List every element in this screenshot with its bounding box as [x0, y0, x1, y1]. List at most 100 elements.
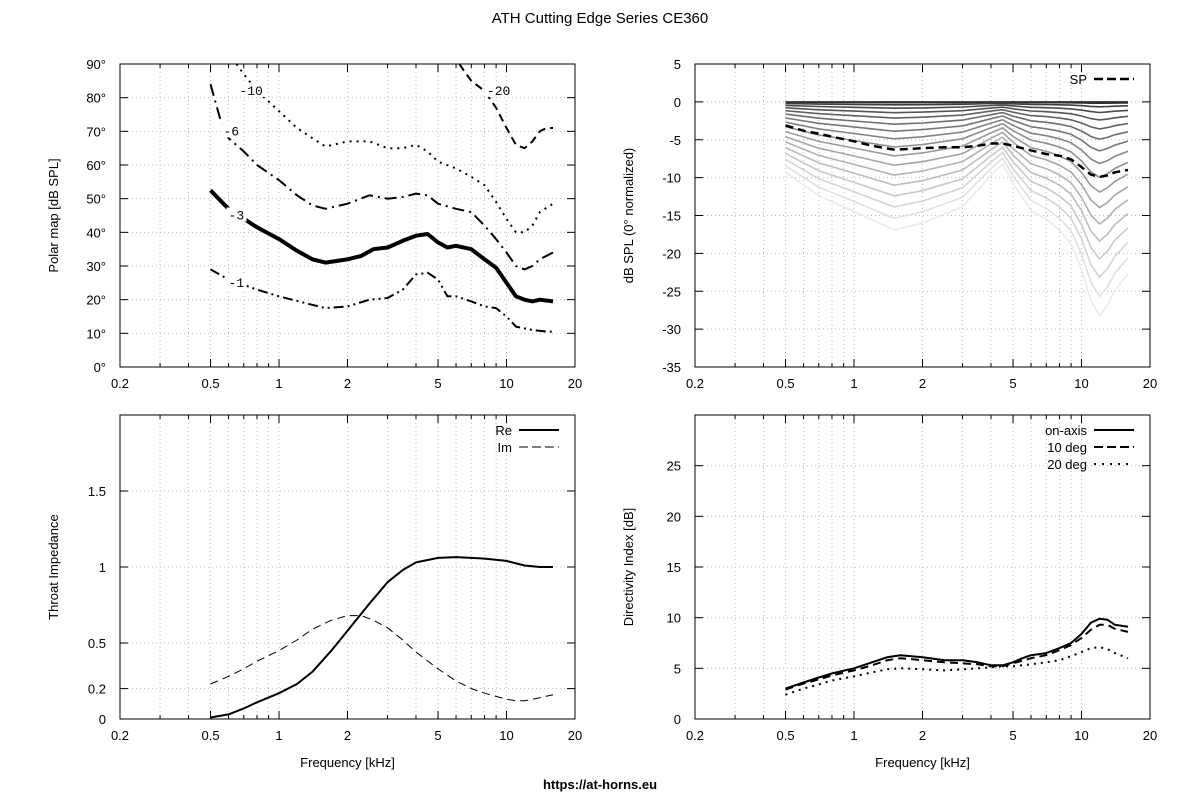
y-tick-label: 80°	[86, 91, 106, 106]
plot-frame	[694, 63, 1151, 368]
contour-label-background	[226, 274, 247, 289]
x-tick-label: 2	[919, 728, 926, 743]
x-tick-label: 0.5	[201, 728, 219, 743]
polar-angle-curve-2	[785, 102, 1129, 108]
y-tick-label: 50°	[86, 192, 106, 207]
contour-label: -6	[223, 124, 239, 139]
contour-label: -1	[229, 276, 245, 291]
y-tick-label: 40°	[86, 225, 106, 240]
y-tick-label: 5	[674, 57, 681, 72]
polar-angle-curve-15	[785, 151, 1129, 279]
contour-label-background	[237, 82, 266, 97]
throat-impedance-panel: 0.2 0.5 1 2 5 10 20 0 0.2 0.5 1 1.5 Throat Impedance…	[46, 414, 582, 770]
x-axis-label: Frequency [kHz]	[875, 755, 970, 770]
x-tick-label: 20	[1143, 728, 1157, 743]
polar-angle-curve-12	[785, 136, 1129, 225]
polar-angle-curve-16	[785, 156, 1129, 298]
polar-angle-curve-9	[785, 122, 1129, 179]
x-tick-label: 0.2	[686, 728, 704, 743]
x-tick-label: 5	[434, 728, 441, 743]
polar-angle-curve-10	[785, 126, 1129, 194]
y-tick-label: 10	[667, 611, 681, 626]
x-tick-label: 1	[850, 376, 857, 391]
contour-label-background	[226, 207, 247, 222]
contour-label: -10	[239, 84, 262, 99]
legend-label-im: Im	[498, 440, 512, 455]
legend-label-re: Re	[495, 423, 512, 438]
normalized-spl-panel: 0.2 0.5 1 2 5 10 20 -35 -30 -25 -20 -15 -10 -5 0 5 dB SP…	[621, 57, 1157, 391]
series-line-3	[209, 188, 554, 304]
x-tick-label: 2	[344, 376, 351, 391]
legend-label-10-deg: 10 deg	[1047, 440, 1087, 455]
polar-angle-curve-5	[785, 108, 1129, 130]
series-line-on-axis	[785, 617, 1129, 690]
contour-label: -20	[487, 84, 510, 99]
series-line-im	[210, 615, 554, 702]
x-tick-label: 10	[499, 376, 513, 391]
x-tick-label: 10	[1074, 728, 1088, 743]
x-tick-label: 20	[1143, 376, 1157, 391]
series-line-sp	[785, 124, 1129, 179]
polar-angle-curve-17	[785, 162, 1129, 318]
y-tick-label: 10°	[86, 326, 106, 341]
x-tick-label: 0.2	[686, 376, 704, 391]
polar-angle-curve-14	[785, 146, 1129, 260]
footer-url: https://at-horns.eu	[543, 777, 657, 792]
y-axis-label: Throat Impedance	[46, 514, 61, 620]
x-tick-label: 0.2	[111, 376, 129, 391]
series-line-10-deg	[785, 623, 1129, 691]
polar-angle-curve-13	[785, 141, 1129, 243]
polar-angle-curve-3	[785, 104, 1129, 114]
plot-frame	[119, 414, 576, 720]
y-tick-label: 30°	[86, 259, 106, 274]
y-tick-label: 0°	[94, 360, 106, 375]
y-tick-label: 0	[99, 712, 106, 727]
y-tick-label: 0.5	[88, 636, 106, 651]
y-tick-label: 15	[667, 560, 681, 575]
series-line-10	[235, 63, 554, 234]
y-tick-label: -10	[662, 171, 681, 186]
x-tick-label: 5	[1009, 376, 1016, 391]
y-tick-label: -5	[669, 133, 681, 148]
x-axis-label: Frequency [kHz]	[300, 755, 395, 770]
y-tick-label: 20°	[86, 293, 106, 308]
polar-angle-curve-7	[785, 115, 1129, 152]
y-tick-label: 0	[674, 95, 681, 110]
x-tick-label: 0.5	[201, 376, 219, 391]
x-tick-label: 1	[850, 728, 857, 743]
series-line-re	[210, 556, 553, 719]
series-line-20	[458, 63, 553, 150]
y-tick-label: -30	[662, 322, 681, 337]
y-tick-label: -15	[662, 209, 681, 224]
contour-label-background	[484, 82, 513, 97]
y-axis-label: dB SPL (0° normalized)	[621, 148, 636, 284]
plot-frame	[694, 414, 1151, 720]
polar-angle-curve-11	[785, 131, 1129, 209]
polar-angle-curve-6	[785, 111, 1129, 141]
series-line-1	[210, 268, 553, 333]
legend-label-sp: SP	[1070, 72, 1087, 87]
y-tick-label: 1	[99, 560, 106, 575]
y-tick-label: -35	[662, 360, 681, 375]
contour-label: -3	[229, 209, 245, 224]
polar-map-panel: -1 -3 -6 -10 -20 0.2 0.5 1 2 5 10 20 0° 10° 20° 30° 40° 5…	[46, 57, 582, 391]
y-axis-label: Directivity Index [dB]	[621, 508, 636, 627]
y-tick-label: 0.2	[88, 682, 106, 697]
polar-angle-curve-8	[785, 118, 1129, 165]
contour-label-background	[221, 123, 242, 138]
x-tick-label: 2	[344, 728, 351, 743]
x-tick-label: 20	[568, 376, 582, 391]
plot-frame	[119, 63, 576, 368]
y-tick-label: 5	[674, 661, 681, 676]
legend-label-on-axis: on-axis	[1045, 423, 1087, 438]
y-tick-label: -20	[662, 246, 681, 261]
y-axis-label: Polar map [dB SPL]	[46, 158, 61, 272]
y-tick-label: 90°	[86, 57, 106, 72]
polar-angle-curve-4	[785, 106, 1129, 121]
x-tick-label: 0.5	[776, 728, 794, 743]
y-tick-label: 25	[667, 459, 681, 474]
polar-angle-curve-1	[785, 101, 1129, 104]
series-line-6	[209, 83, 554, 271]
y-tick-label: -25	[662, 284, 681, 299]
